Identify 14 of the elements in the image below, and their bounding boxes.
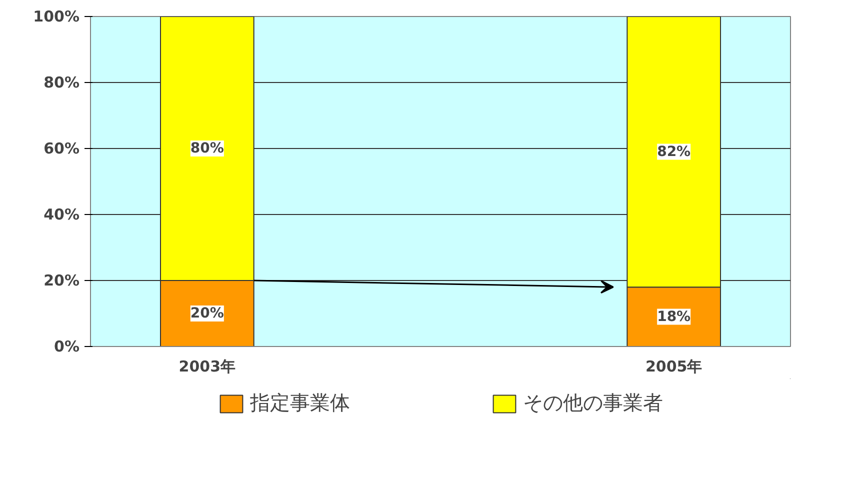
y-tick-label: 40%	[44, 206, 80, 224]
y-tick-label: 0%	[54, 338, 80, 356]
y-tick-label: 60%	[44, 140, 80, 158]
y-tick-label: 100%	[33, 8, 80, 26]
data-label: 20%	[190, 306, 224, 322]
data-label: 82%	[657, 144, 691, 160]
x-tick-label: 2005年	[645, 358, 702, 376]
y-tick-label: 20%	[44, 272, 80, 290]
y-tick-label: 80%	[44, 74, 80, 92]
x-tick-label: 2003年	[178, 358, 236, 376]
data-label: 80%	[190, 140, 224, 156]
data-label: 18%	[657, 308, 691, 325]
legend-label: 指定事業体	[250, 390, 350, 416]
legend-label: その他の事業者	[523, 390, 663, 416]
